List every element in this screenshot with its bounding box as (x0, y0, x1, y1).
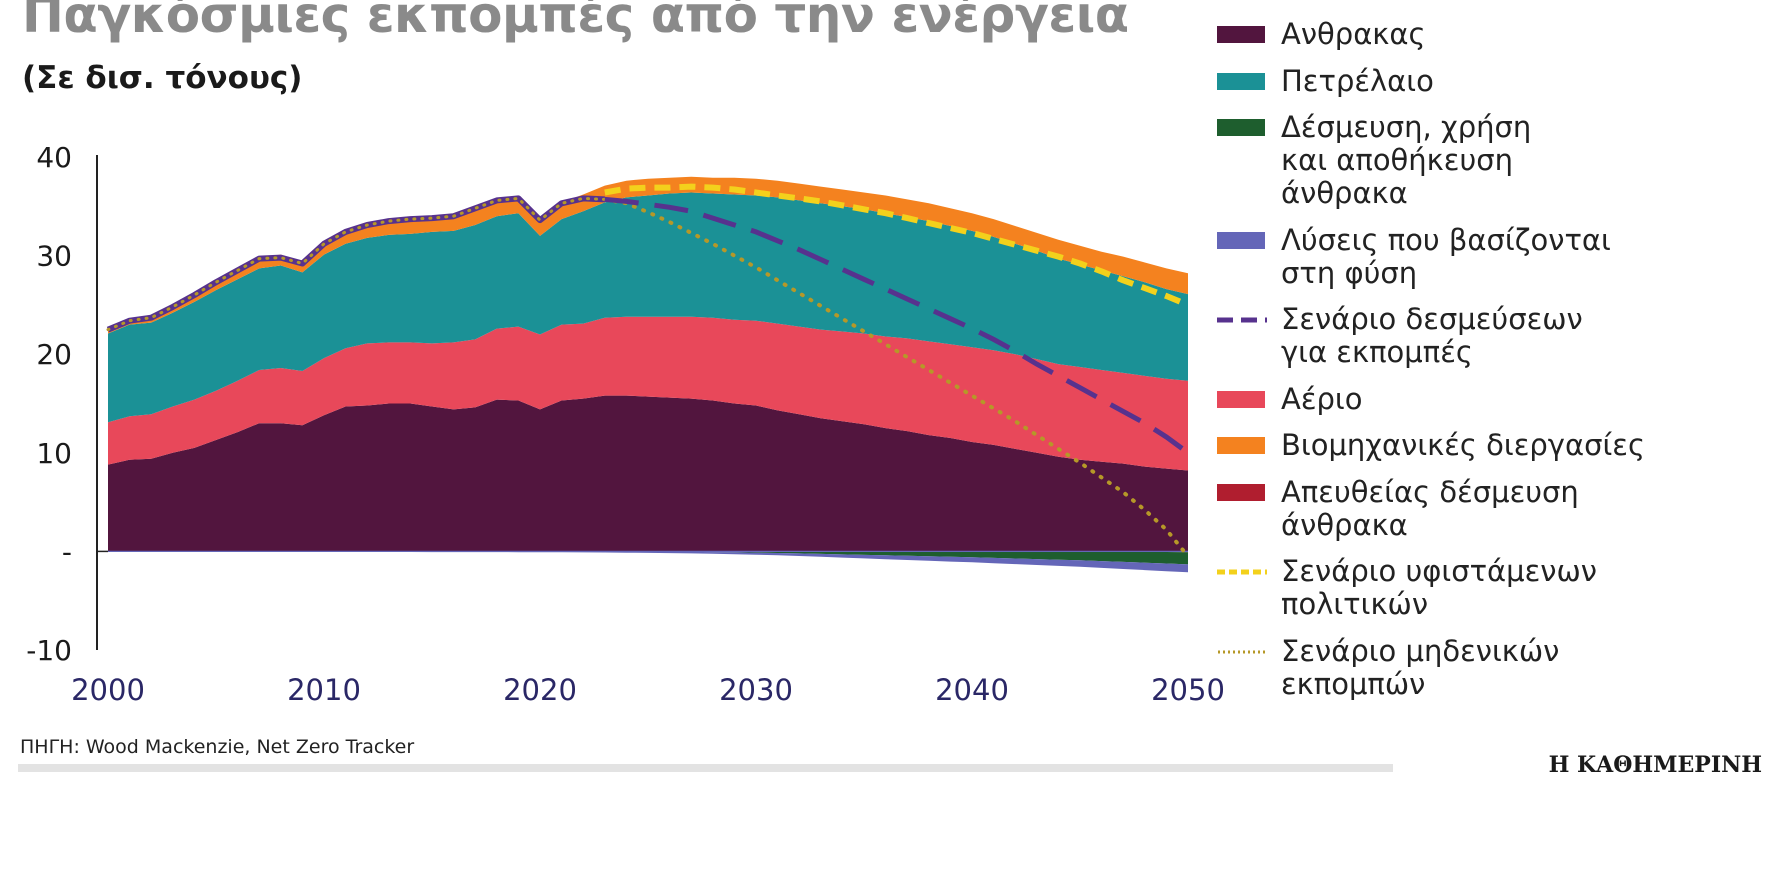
scenario-net_zero (602, 197, 1190, 559)
legend-label-nature: Λύσεις που βασίζονται στη φύση (1281, 222, 1611, 290)
x-tick-label: 2010 (287, 673, 361, 707)
area-nature (108, 551, 1188, 573)
legend-label-line: για εκπομπές (1281, 335, 1473, 369)
legend-label-line: Βιομηχανικές διεργασίες (1281, 428, 1645, 462)
x-tick-label: 2040 (935, 673, 1009, 707)
legend-label-line: Σενάριο υφιστάμενων (1281, 554, 1597, 588)
legend-label-line: άνθρακα (1281, 176, 1408, 210)
area-oil (108, 192, 1188, 423)
area-coal (108, 395, 1188, 552)
scenario-commitments (604, 196, 1190, 455)
scenario-lines (106, 183, 1190, 559)
legend-label-line: στη φύση (1281, 255, 1418, 290)
x-tick-label: 2020 (503, 673, 577, 707)
legend-label-gas: Αέριο (1281, 381, 1363, 416)
chart-title: Παγκόσμιες εκπομπές από την ενέργεια (22, 0, 1129, 44)
x-tick-label: 2050 (1151, 673, 1225, 707)
legend-label-line: Σενάριο δεσμεύσεων (1281, 302, 1583, 336)
x-tick-label: 2030 (719, 673, 793, 707)
area-ccus (108, 551, 1188, 565)
legend-swatch-industrial (1217, 437, 1265, 454)
area-industrial (108, 176, 1188, 334)
legend-label-line: Δέσμευση, χρήση (1281, 110, 1532, 144)
source-note: ΠΗΓΗ: Wood Mackenzie, Net Zero Tracker (20, 736, 415, 758)
legend-swatch-commitments (1217, 317, 1267, 323)
legend-label-line: Σενάριο μηδενικών (1281, 633, 1560, 668)
publisher-logo: Η ΚΑΘΗΜΕΡΙΝΗ (1548, 752, 1762, 778)
legend-label-line: εκπομπών (1281, 666, 1426, 701)
legend-swatch-coal (1217, 26, 1265, 43)
y-tick-label: 10 (36, 437, 72, 470)
footer-rule (18, 764, 1393, 772)
legend-label-line: και αποθήκευση (1281, 143, 1513, 177)
legend-label-current_policies: Σενάριο υφιστάμενων πολιτικών (1281, 555, 1597, 621)
legend-label-dac: Απευθείας δέσμευση άνθρακα (1281, 474, 1579, 542)
x-tick-label: 2000 (71, 673, 145, 707)
scenario-historical-dots (106, 196, 607, 332)
legend-label-line: Πετρέλαιο (1281, 63, 1434, 98)
y-tick-label: -10 (26, 634, 72, 667)
stacked-areas (108, 176, 1188, 573)
legend-label-industrial: Βιομηχανικές διεργασίες (1281, 429, 1645, 462)
legend-label-net_zero: Σενάριο μηδενικών εκπομπών (1281, 633, 1560, 701)
legend-label-line: Λύσεις που βασίζονται (1281, 222, 1611, 257)
y-tick-label: 30 (36, 240, 72, 273)
chart-subtitle: (Σε δισ. τόνους) (22, 60, 303, 96)
legend-label-coal: Ανθρακας (1281, 18, 1426, 51)
legend-label-oil: Πετρέλαιο (1281, 63, 1434, 98)
legend-label-line: Απευθείας δέσμευση (1281, 474, 1579, 509)
area-gas (108, 316, 1188, 471)
legend-swatch-dac (1217, 483, 1265, 501)
legend-label-line: Ανθρακας (1281, 17, 1426, 51)
legend-label-line: άνθρακα (1281, 507, 1408, 542)
legend-swatch-net_zero (1218, 650, 1266, 653)
y-tick-label: 40 (36, 141, 72, 174)
legend-label-commitments: Σενάριο δεσμεύσεων για εκπομπές (1281, 303, 1583, 369)
legend-label-line: πολιτικών (1281, 587, 1429, 621)
legend-swatch-current_policies (1217, 569, 1267, 575)
y-tick-label: - (62, 535, 72, 568)
legend-swatch-nature (1217, 231, 1265, 249)
y-tick-label: 20 (36, 338, 72, 371)
legend-label-ccus: Δέσμευση, χρήση και αποθήκευση άνθρακα (1281, 111, 1531, 210)
legend-label-line: Αέριο (1281, 381, 1363, 416)
legend-swatch-oil (1217, 72, 1265, 90)
legend-swatch-gas (1217, 390, 1265, 408)
legend-swatch-ccus (1217, 119, 1265, 136)
